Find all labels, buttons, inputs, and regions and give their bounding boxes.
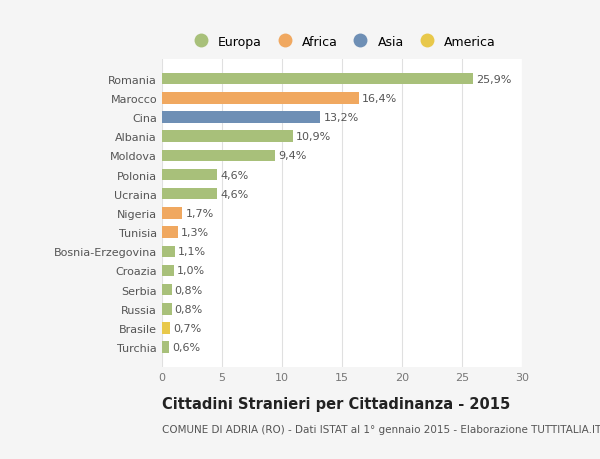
Text: 16,4%: 16,4% [362,94,397,104]
Text: 13,2%: 13,2% [323,113,359,123]
Bar [162,112,320,123]
Text: 9,4%: 9,4% [278,151,306,161]
Text: 0,8%: 0,8% [175,304,203,314]
Bar [162,265,174,277]
Text: 0,8%: 0,8% [175,285,203,295]
Legend: Europa, Africa, Asia, America: Europa, Africa, Asia, America [183,31,501,54]
Bar [162,207,182,219]
Text: 10,9%: 10,9% [296,132,331,142]
Bar [162,189,217,200]
Text: 25,9%: 25,9% [476,74,511,84]
Text: Cittadini Stranieri per Cittadinanza - 2015: Cittadini Stranieri per Cittadinanza - 2… [162,396,510,411]
Text: 1,7%: 1,7% [185,208,214,218]
Bar [162,73,473,85]
Bar [162,169,217,181]
Bar [162,246,175,257]
Text: 0,6%: 0,6% [172,342,200,353]
Text: 0,7%: 0,7% [173,323,202,333]
Bar [162,131,293,143]
Bar [162,303,172,315]
Text: 1,3%: 1,3% [181,228,209,238]
Text: 4,6%: 4,6% [220,170,248,180]
Bar [162,150,275,162]
Text: COMUNE DI ADRIA (RO) - Dati ISTAT al 1° gennaio 2015 - Elaborazione TUTTITALIA.I: COMUNE DI ADRIA (RO) - Dati ISTAT al 1° … [162,424,600,434]
Bar [162,323,170,334]
Bar [162,227,178,238]
Text: 4,6%: 4,6% [220,189,248,199]
Text: 1,1%: 1,1% [178,247,206,257]
Bar [162,342,169,353]
Bar [162,93,359,104]
Text: 1,0%: 1,0% [177,266,205,276]
Bar [162,284,172,296]
